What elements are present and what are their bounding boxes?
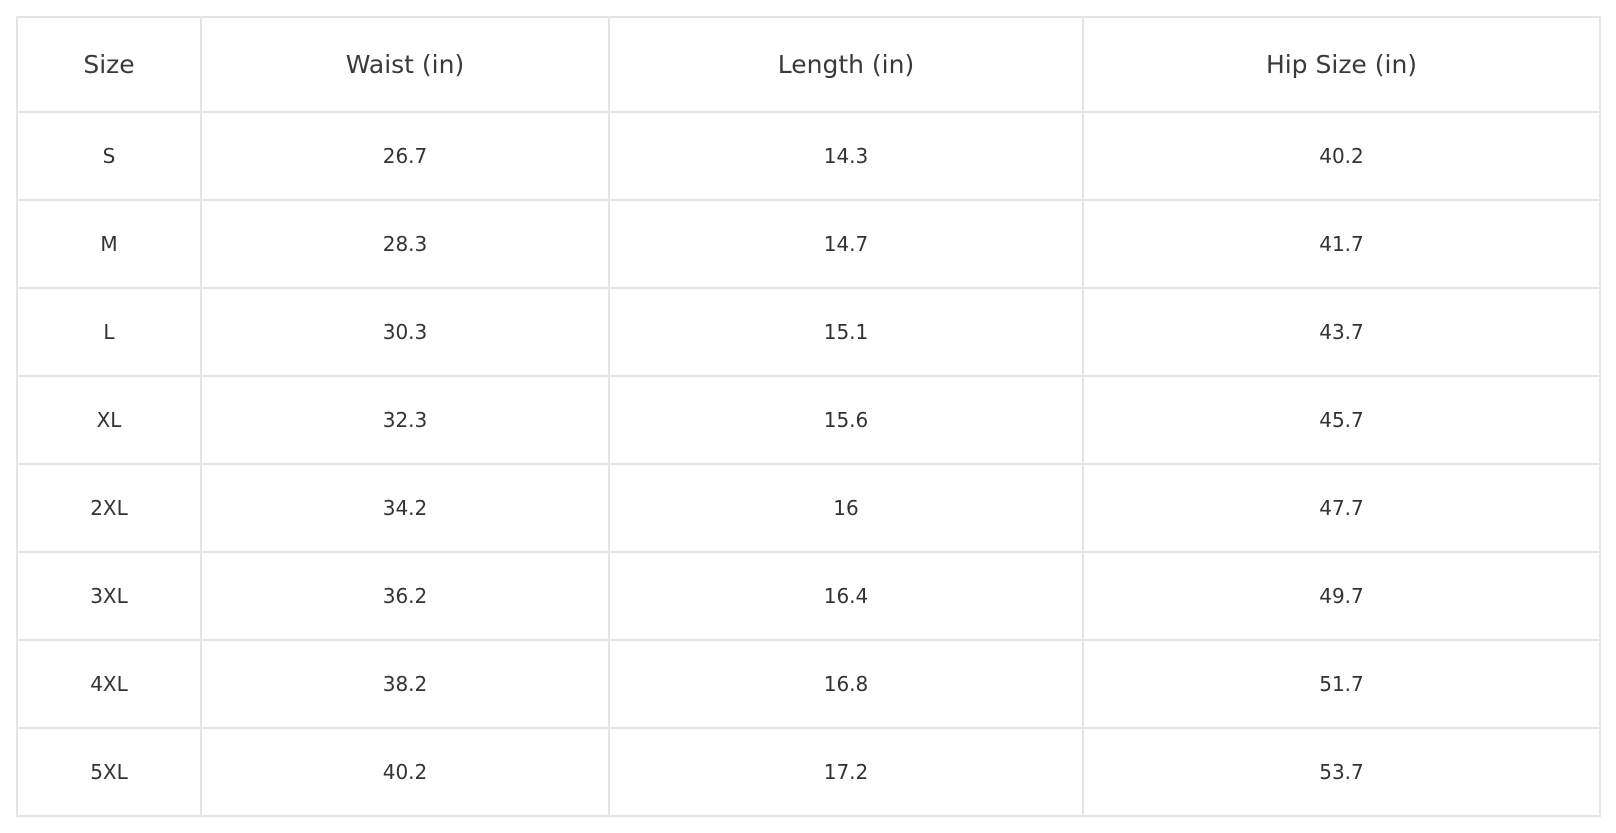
header-size: Size [16,16,202,113]
cell-hip-size: 41.7 [1082,199,1601,289]
cell-size: 2XL [16,463,202,553]
table-row: M 28.3 14.7 41.7 [16,199,1601,289]
cell-waist: 30.3 [200,287,610,377]
table-row: 5XL 40.2 17.2 53.7 [16,727,1601,817]
cell-size: M [16,199,202,289]
cell-size: 4XL [16,639,202,729]
header-row: Size Waist (in) Length (in) Hip Size (in… [16,16,1601,113]
cell-hip-size: 51.7 [1082,639,1601,729]
cell-hip-size: 40.2 [1082,111,1601,201]
table-body: S 26.7 14.3 40.2 M 28.3 14.7 41.7 L 30.3 15.1 43.7 X… [16,111,1601,817]
cell-length: 14.3 [608,111,1084,201]
cell-length: 16 [608,463,1084,553]
cell-waist: 26.7 [200,111,610,201]
cell-waist: 36.2 [200,551,610,641]
cell-length: 15.1 [608,287,1084,377]
cell-hip-size: 53.7 [1082,727,1601,817]
cell-length: 14.7 [608,199,1084,289]
cell-length: 16.4 [608,551,1084,641]
cell-size: XL [16,375,202,465]
cell-length: 16.8 [608,639,1084,729]
size-chart-table: Size Waist (in) Length (in) Hip Size (in… [16,16,1601,817]
cell-waist: 38.2 [200,639,610,729]
table-row: 4XL 38.2 16.8 51.7 [16,639,1601,729]
cell-waist: 32.3 [200,375,610,465]
header-hip-size: Hip Size (in) [1082,16,1601,113]
table-row: S 26.7 14.3 40.2 [16,111,1601,201]
cell-waist: 40.2 [200,727,610,817]
cell-length: 15.6 [608,375,1084,465]
cell-size: L [16,287,202,377]
header-length: Length (in) [608,16,1084,113]
table-row: L 30.3 15.1 43.7 [16,287,1601,377]
cell-hip-size: 49.7 [1082,551,1601,641]
cell-waist: 28.3 [200,199,610,289]
cell-length: 17.2 [608,727,1084,817]
table-row: 3XL 36.2 16.4 49.7 [16,551,1601,641]
cell-hip-size: 43.7 [1082,287,1601,377]
cell-size: 5XL [16,727,202,817]
cell-waist: 34.2 [200,463,610,553]
cell-hip-size: 47.7 [1082,463,1601,553]
table-row: 2XL 34.2 16 47.7 [16,463,1601,553]
header-waist: Waist (in) [200,16,610,113]
table-row: XL 32.3 15.6 45.7 [16,375,1601,465]
cell-size: 3XL [16,551,202,641]
cell-size: S [16,111,202,201]
cell-hip-size: 45.7 [1082,375,1601,465]
